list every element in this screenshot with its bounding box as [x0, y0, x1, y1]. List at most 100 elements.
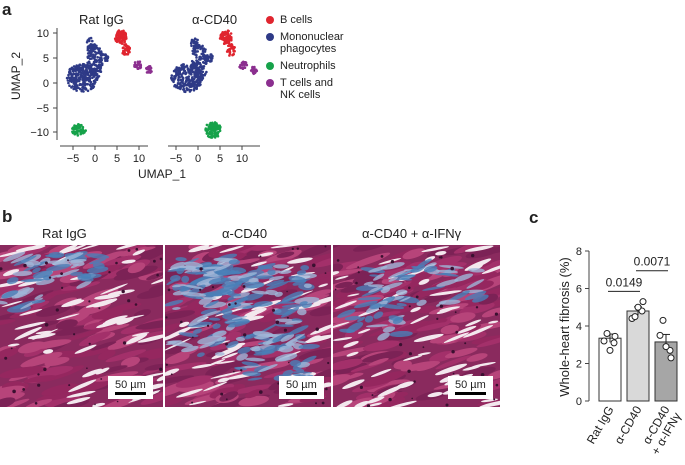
- histology-image-acd40-ifng: 50 µm: [333, 245, 500, 407]
- chart-y-tick-label: 4: [576, 321, 582, 333]
- data-point: [603, 330, 611, 337]
- legend-dot-icon: [266, 33, 274, 41]
- legend-label: Mononuclear phagocytes: [280, 31, 344, 55]
- data-point: [667, 354, 675, 362]
- interstitial-gaps: [333, 245, 500, 407]
- cluster-t-nk: [249, 65, 259, 76]
- data-point: [656, 331, 664, 339]
- umap-clusters: [65, 29, 259, 139]
- cluster-t-nk: [145, 65, 153, 74]
- legend-dot-icon: [266, 79, 274, 87]
- umap-x-label: UMAP_1: [138, 167, 186, 181]
- chart-axes: 0 2 4 6 8: [576, 246, 590, 408]
- legend-neutrophils: Neutrophils: [266, 60, 391, 72]
- histo-title-rat-igg: Rat IgG: [42, 226, 87, 241]
- data-point: [631, 313, 639, 321]
- panel-c-letter: c: [529, 208, 539, 227]
- legend-label: T cells and NK cells: [280, 77, 333, 101]
- data-point: [611, 332, 619, 340]
- umap-y-ticks: 10 5 0 −5 −10: [30, 28, 57, 139]
- x-tick-label: 5: [114, 153, 120, 165]
- legend-label: Neutrophils: [280, 60, 336, 72]
- cluster-b-cells: [113, 29, 128, 45]
- chart-y-label: Whole-heart fibrosis (%): [557, 257, 572, 396]
- y-tick-label: 5: [43, 53, 49, 65]
- nuclei: [334, 253, 499, 407]
- legend-t-nk-cells: T cells and NK cells: [266, 77, 391, 101]
- chart-y-tick-label: 8: [576, 246, 582, 258]
- scale-bar-line: [115, 392, 146, 395]
- bar: [626, 310, 650, 402]
- interstitial-gaps: [0, 245, 163, 407]
- data-point: [659, 316, 667, 324]
- collagen-fibrosis: [0, 251, 110, 313]
- y-tick-label: −5: [36, 103, 49, 115]
- umap-title-rat-igg: Rat IgG: [79, 12, 124, 27]
- x-tick-label: −5: [170, 153, 183, 165]
- cluster-mononuclear: [189, 37, 200, 53]
- chart-x-label: α-CD40+ α-IFNγ: [637, 403, 684, 457]
- cluster-mononuclear: [203, 53, 214, 63]
- legend-label: B cells: [280, 14, 313, 26]
- cluster-b-cells: [121, 43, 131, 56]
- y-tick-label: 0: [43, 78, 49, 90]
- cluster-mononuclear: [98, 53, 110, 62]
- cluster-b-cells: [218, 29, 233, 45]
- data-point: [610, 339, 618, 347]
- cluster-neutrophils: [71, 123, 87, 137]
- legend-b-cells: B cells: [266, 14, 391, 26]
- data-point: [606, 346, 614, 354]
- nuclei: [165, 245, 330, 405]
- data-point: [639, 298, 647, 306]
- x-tick-label: 10: [133, 153, 145, 165]
- panel-b-letter: b: [2, 207, 13, 226]
- chart-points: [600, 298, 675, 362]
- data-point: [600, 337, 608, 345]
- scale-bar-label: 50 µm: [455, 379, 486, 391]
- cluster-mononuclear: [85, 36, 96, 54]
- bar: [654, 341, 678, 402]
- histo-title-acd40: α-CD40: [222, 226, 268, 241]
- cluster-t-nk: [133, 60, 143, 70]
- umap-plots: 10 5 0 −5 −10 −5 0 5 10 −5 0 5 10 UMAP_1 UMAP_2: [9, 28, 260, 181]
- x-tick-label: 0: [92, 153, 98, 165]
- p-value-label: 0.0149: [606, 275, 643, 289]
- histology-image-acd40: 50 µm: [165, 245, 331, 407]
- chart-annotations: 0.0149 0.0071: [606, 255, 671, 292]
- x-tick-label: 0: [195, 153, 201, 165]
- histo-title-acd40-ifng: α-CD40 + α-IFNγ: [362, 226, 462, 241]
- panel-a-letter: a: [2, 0, 12, 19]
- y-tick-label: −10: [30, 127, 49, 139]
- umap-legend: B cells Mononuclear phagocytes Neutrophi…: [266, 14, 391, 106]
- x-tick-label: −5: [67, 153, 80, 165]
- scale-bar-line: [455, 392, 486, 395]
- data-point: [634, 303, 642, 311]
- umap-y-label: UMAP_2: [9, 52, 23, 100]
- scale-bar-label: 50 µm: [115, 379, 146, 391]
- collagen-fibrosis: [337, 258, 489, 341]
- cluster-b-cells: [225, 43, 236, 57]
- p-value-label: 0.0071: [634, 255, 671, 269]
- scale-bar: 50 µm: [279, 376, 324, 399]
- collagen-fibrosis: [165, 253, 320, 383]
- cluster-neutrophils: [204, 121, 222, 139]
- scale-bar: 50 µm: [448, 376, 493, 399]
- cluster-mononuclear: [170, 63, 205, 94]
- legend-mononuclear: Mononuclear phagocytes: [266, 31, 391, 55]
- histology-image-rat-igg: 50 µm: [0, 245, 163, 407]
- x-tick-label: 5: [217, 153, 223, 165]
- chart-y-tick-label: 2: [576, 359, 582, 371]
- scale-bar-label: 50 µm: [286, 379, 317, 391]
- x-tick-label: 10: [236, 153, 248, 165]
- cluster-mononuclear: [65, 62, 100, 93]
- scale-bar-line: [286, 392, 317, 395]
- legend-dot-icon: [266, 62, 274, 70]
- scale-bar: 50 µm: [108, 376, 153, 399]
- chart-y-tick-label: 0: [576, 396, 582, 408]
- umap-title-acd40: α-CD40: [192, 12, 238, 27]
- legend-dot-icon: [266, 16, 274, 24]
- cluster-t-nk: [238, 60, 249, 70]
- data-point: [662, 343, 670, 351]
